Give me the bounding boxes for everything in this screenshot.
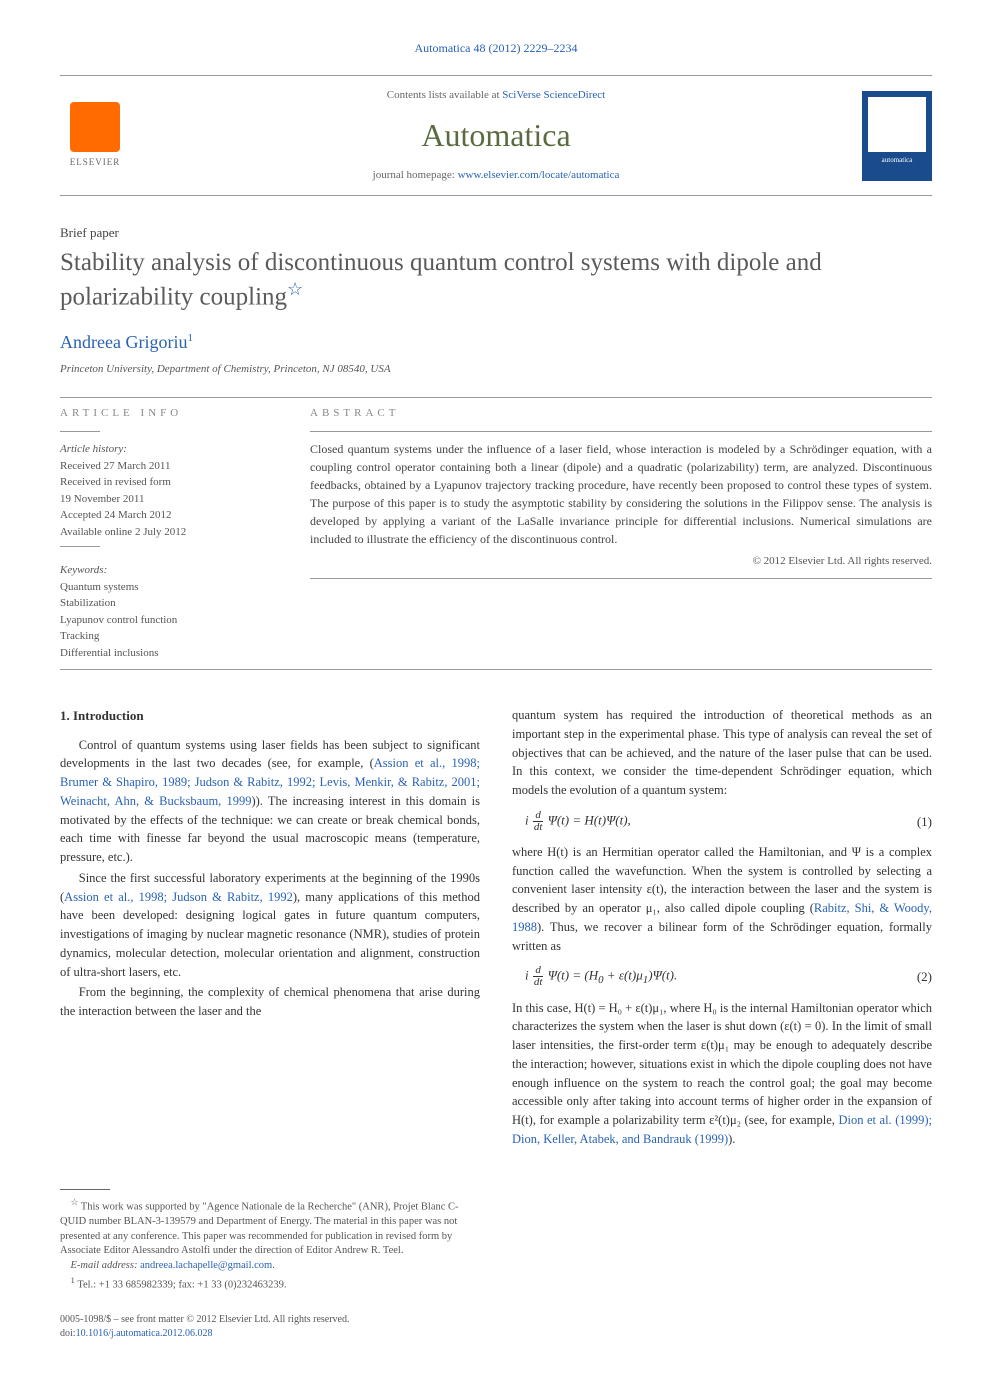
text: From the beginning, the complexity of ch… bbox=[60, 985, 480, 1018]
homepage-prefix: journal homepage: bbox=[373, 169, 458, 181]
affiliation: Princeton University, Department of Chem… bbox=[60, 362, 932, 377]
footnote-text: This work was supported by "Agence Natio… bbox=[60, 1201, 459, 1256]
footnote-star: ☆ This work was supported by "Agence Nat… bbox=[60, 1196, 479, 1259]
homepage-link[interactable]: www.elsevier.com/locate/automatica bbox=[458, 169, 620, 181]
cover-inner bbox=[868, 97, 926, 152]
paragraph: In this case, H(t) = H₀ + ε(t)μ₁, where … bbox=[512, 999, 932, 1149]
text: ). bbox=[728, 1132, 735, 1146]
journal-cover-thumb[interactable]: automatica bbox=[862, 91, 932, 181]
footer-left: 0005-1098/$ – see front matter © 2012 El… bbox=[60, 1313, 349, 1341]
column-right: quantum system has required the introduc… bbox=[512, 706, 932, 1151]
paragraph: where H(t) is an Hermitian operator call… bbox=[512, 843, 932, 956]
paper-title: Stability analysis of discontinuous quan… bbox=[60, 247, 932, 313]
text: In this case, H(t) = H₀ + ε(t)μ₁, where … bbox=[512, 1001, 932, 1128]
equation-number: (2) bbox=[902, 967, 932, 987]
column-left: 1. Introduction Control of quantum syste… bbox=[60, 706, 480, 1151]
equation-body: i ddt Ψ(t) = H(t)Ψ(t), bbox=[512, 810, 902, 833]
equation-1: i ddt Ψ(t) = H(t)Ψ(t), (1) bbox=[512, 810, 932, 833]
doi-label: doi: bbox=[60, 1328, 76, 1339]
publisher-name: ELSEVIER bbox=[70, 156, 121, 169]
tiny-rule bbox=[60, 546, 100, 547]
abstract-text: Closed quantum systems under the influen… bbox=[310, 440, 932, 548]
sciencedirect-link[interactable]: SciVerse ScienceDirect bbox=[502, 89, 605, 101]
equation-number: (1) bbox=[902, 812, 932, 832]
elsevier-tree-icon bbox=[70, 102, 120, 152]
body-columns: 1. Introduction Control of quantum syste… bbox=[60, 706, 932, 1151]
tiny-rule bbox=[60, 431, 100, 432]
publisher-logo[interactable]: ELSEVIER bbox=[60, 96, 130, 176]
email-link[interactable]: andreea.lachapelle@gmail.com bbox=[140, 1260, 272, 1271]
title-text: Stability analysis of discontinuous quan… bbox=[60, 249, 822, 311]
keyword: Stabilization bbox=[60, 595, 270, 612]
divider bbox=[60, 397, 932, 398]
paper-type: Brief paper bbox=[60, 224, 932, 242]
header-citation: Automatica 48 (2012) 2229–2234 bbox=[60, 40, 932, 57]
footnotes: ☆ This work was supported by "Agence Nat… bbox=[60, 1181, 479, 1293]
page-footer: 0005-1098/$ – see front matter © 2012 El… bbox=[60, 1313, 932, 1341]
history-label: Article history: bbox=[60, 442, 270, 457]
abstract-block: ABSTRACT Closed quantum systems under th… bbox=[310, 406, 932, 661]
info-label: ARTICLE INFO bbox=[60, 406, 270, 421]
contents-prefix: Contents lists available at bbox=[387, 89, 502, 101]
journal-name: Automatica bbox=[150, 113, 842, 158]
divider bbox=[310, 578, 932, 579]
doi-line: doi:10.1016/j.automatica.2012.06.028 bbox=[60, 1327, 349, 1341]
equation-body: i ddt Ψ(t) = (H0 + ε(t)μ1)Ψ(t). bbox=[512, 965, 902, 988]
divider bbox=[60, 669, 932, 670]
keyword: Quantum systems bbox=[60, 579, 270, 596]
keyword: Lyapunov control function bbox=[60, 612, 270, 629]
title-footnote-marker[interactable]: ☆ bbox=[287, 279, 303, 299]
section-heading: 1. Introduction bbox=[60, 706, 480, 726]
paragraph: From the beginning, the complexity of ch… bbox=[60, 983, 480, 1021]
footnote-1: 1 Tel.: +1 33 685982339; fax: +1 33 (0)2… bbox=[60, 1274, 479, 1293]
paragraph: quantum system has required the introduc… bbox=[512, 706, 932, 800]
star-icon: ☆ bbox=[71, 1197, 79, 1207]
history-item: Received in revised form bbox=[60, 474, 270, 491]
meta-row: ARTICLE INFO Article history: Received 2… bbox=[60, 406, 932, 661]
history-item: 19 November 2011 bbox=[60, 491, 270, 508]
footnote-rule bbox=[60, 1189, 110, 1190]
cover-label: automatica bbox=[882, 156, 913, 166]
text: ). Thus, we recover a bilinear form of t… bbox=[512, 920, 932, 953]
author[interactable]: Andreea Grigoriu1 bbox=[60, 330, 932, 355]
email-label: E-mail address: bbox=[71, 1260, 141, 1271]
abstract-label: ABSTRACT bbox=[310, 406, 932, 421]
author-footnote-marker[interactable]: 1 bbox=[187, 332, 193, 344]
footnote-email: E-mail address: andreea.lachapelle@gmail… bbox=[60, 1259, 479, 1274]
doi-link[interactable]: 10.1016/j.automatica.2012.06.028 bbox=[76, 1328, 213, 1339]
keyword: Tracking bbox=[60, 628, 270, 645]
history-item: Available online 2 July 2012 bbox=[60, 524, 270, 541]
fn-marker: 1 bbox=[71, 1275, 75, 1285]
equation-2: i ddt Ψ(t) = (H0 + ε(t)μ1)Ψ(t). (2) bbox=[512, 965, 932, 988]
paragraph: Since the first successful laboratory ex… bbox=[60, 869, 480, 982]
divider bbox=[310, 431, 932, 432]
footnote-text: Tel.: +1 33 685982339; fax: +1 33 (0)232… bbox=[77, 1279, 286, 1290]
history-item: Accepted 24 March 2012 bbox=[60, 507, 270, 524]
homepage-line: journal homepage: www.elsevier.com/locat… bbox=[150, 168, 842, 183]
masthead: ELSEVIER Contents lists available at Sci… bbox=[60, 75, 932, 197]
article-info: ARTICLE INFO Article history: Received 2… bbox=[60, 406, 270, 661]
text: quantum system has required the introduc… bbox=[512, 708, 932, 797]
author-name: Andreea Grigoriu bbox=[60, 332, 187, 352]
paragraph: Control of quantum systems using laser f… bbox=[60, 736, 480, 867]
citation-link[interactable]: Automatica 48 (2012) 2229–2234 bbox=[415, 41, 578, 55]
keywords-label: Keywords: bbox=[60, 563, 270, 578]
copyright: © 2012 Elsevier Ltd. All rights reserved… bbox=[310, 554, 932, 569]
keyword: Differential inclusions bbox=[60, 645, 270, 662]
front-matter: 0005-1098/$ – see front matter © 2012 El… bbox=[60, 1313, 349, 1327]
masthead-center: Contents lists available at SciVerse Sci… bbox=[150, 88, 842, 184]
citation-link[interactable]: Assion et al., 1998; Judson & Rabitz, 19… bbox=[64, 890, 293, 904]
contents-line: Contents lists available at SciVerse Sci… bbox=[150, 88, 842, 103]
history-item: Received 27 March 2011 bbox=[60, 458, 270, 475]
